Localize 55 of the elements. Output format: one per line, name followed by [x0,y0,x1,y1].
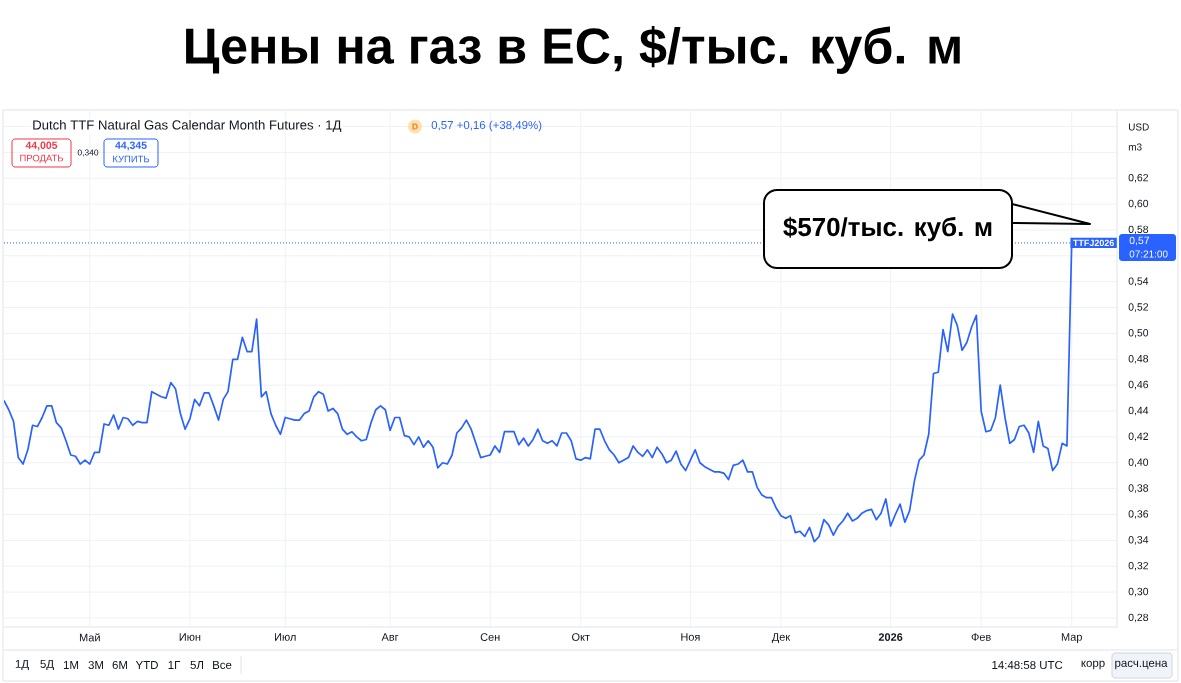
text: 6M [112,660,128,670]
text: 0,57 [1129,236,1150,246]
text: расч.цена [1115,660,1168,670]
y-tick-label: 0,34 [1128,536,1149,545]
y-tick-label: 0,42 [1128,432,1149,442]
text: Dutch TTF Natural Gas Calendar Month Futures · 1Д [33,119,342,133]
y-tick-label: 0,52 [1128,303,1149,312]
text: Все [213,661,232,669]
y-tick-label: 0,30 [1128,587,1149,597]
text: 1M [63,661,79,669]
text: 5Д [40,659,54,671]
y-tick-label: 0,54 [1128,277,1149,287]
annotation: D [412,123,418,130]
annotation: 44,345 [115,141,147,151]
y-tick-label: 0,50 [1128,329,1149,338]
y-tick-label: 0,40 [1128,458,1149,468]
text: 5Л [190,661,204,669]
text: USD [1128,123,1149,131]
text: 1Г [168,661,181,669]
annotation: ПРОДАТЬ [20,154,64,164]
x-tick-label: Сен [480,633,500,641]
x-tick-label: Июн [179,633,201,641]
text: 07:21:00 [1129,250,1168,258]
text: 14:48:58 UTC [992,660,1063,670]
y-tick-label: 0,32 [1128,561,1149,571]
annotation: $570/тыс. куб. м [783,216,992,242]
y-tick-label: 0,36 [1128,510,1149,519]
y-tick-label: 0,62 [1128,173,1149,183]
text: m3 [1128,143,1142,151]
annotation: КУПИТЬ [113,155,150,163]
x-tick-label: Мар [1061,633,1082,643]
y-tick-label: 0,44 [1128,406,1149,416]
annotation: 0,340 [77,149,99,157]
x-tick-label: Авг [381,633,399,641]
annotation: 44,005 [25,141,58,151]
text: 1Д [15,659,29,671]
text: 3M [88,660,104,670]
x-tick-label: 2026 [878,633,903,641]
y-tick-label: 0,58 [1128,225,1149,235]
annotation: 0,57 +0,16 (+38,49%) [431,120,542,132]
y-tick-label: 0,46 [1128,380,1149,390]
x-tick-label: Фев [971,633,991,641]
y-tick-label: 0,60 [1128,199,1149,209]
x-tick-label: Дек [771,633,791,643]
x-tick-label: Ноя [681,633,700,641]
x-tick-label: Окт [572,633,590,641]
ref-line-label: TTFJ2026 [1073,239,1114,247]
text: YTD [135,661,158,669]
chart-title: Цены на газ в ЕС, $/тыс. куб. м [186,26,960,74]
y-tick-label: 0,38 [1128,484,1149,493]
y-tick-label: 0,48 [1128,354,1149,364]
x-tick-label: Июл [275,633,296,641]
text: корр [1081,660,1105,670]
x-tick-label: Май [79,633,100,642]
y-tick-label: 0,28 [1128,613,1149,623]
